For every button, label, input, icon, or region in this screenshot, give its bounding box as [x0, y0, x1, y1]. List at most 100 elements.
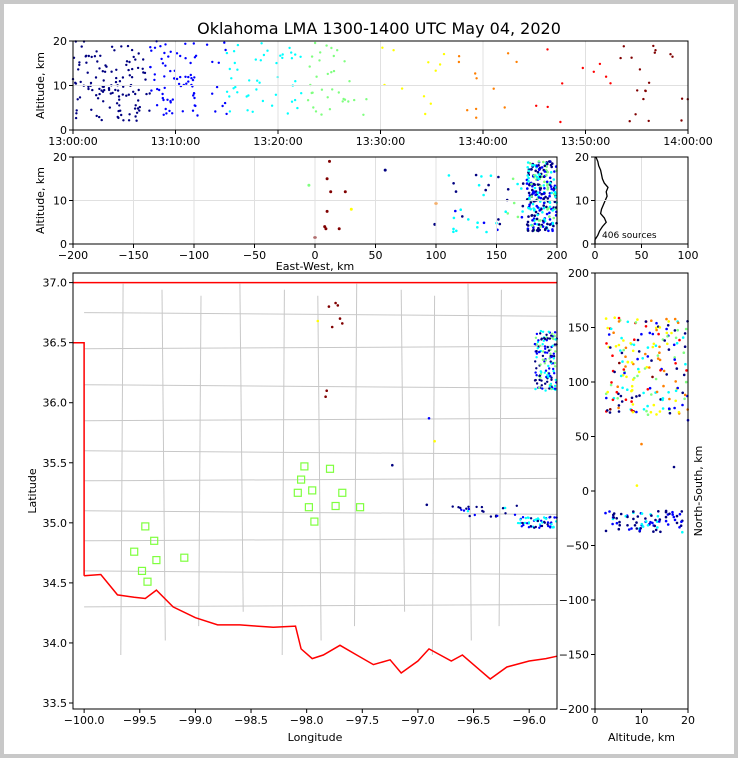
lightning-source-point [609, 327, 613, 331]
lightning-source-point [537, 223, 541, 226]
lightning-source-point [533, 208, 536, 211]
lightning-source-point [665, 317, 668, 321]
lightning-source-point [626, 524, 629, 527]
lightning-source-point [310, 55, 314, 58]
lightning-source-point [547, 229, 550, 233]
lightning-source-point [546, 197, 550, 200]
lightning-source-point [533, 183, 536, 186]
lightning-source-point [184, 42, 187, 45]
county-line [161, 289, 166, 641]
lightning-source-point [541, 343, 544, 346]
lightning-source-point [452, 216, 456, 220]
lightning-source-point [553, 387, 557, 390]
lightning-source-point [533, 222, 537, 226]
y-axis-label: Latitude [26, 468, 39, 514]
lightning-source-point [604, 392, 608, 396]
lightning-source-point [466, 109, 469, 112]
lightning-source-point [516, 182, 519, 186]
lightning-source-point [673, 358, 676, 361]
x-tick-label: 13:00:00 [48, 135, 97, 148]
lightning-source-point [548, 194, 551, 198]
lightning-source-point [538, 175, 542, 178]
lightning-source-point [654, 326, 658, 330]
lightning-source-point [143, 71, 147, 75]
lightning-source-point [547, 376, 550, 379]
lightning-source-point [544, 337, 547, 341]
lightning-source-point [626, 360, 630, 364]
lightning-source-point [551, 221, 555, 225]
lightning-source-point [172, 77, 176, 80]
lightning-source-point [620, 400, 624, 403]
lightning-source-point [548, 337, 552, 340]
lightning-source-point [684, 362, 687, 366]
lightning-source-point [654, 528, 658, 532]
lightning-source-point [79, 80, 82, 84]
lightning-source-point [622, 368, 626, 371]
lightning-source-point [606, 409, 609, 412]
lightning-source-point [681, 403, 684, 407]
lightning-source-point [544, 359, 548, 362]
lightning-source-point [320, 88, 324, 91]
lightning-source-point [609, 408, 612, 411]
x-tick-label: 0 [312, 249, 319, 262]
lightning-source-point [194, 54, 198, 57]
lightning-source-point [455, 229, 458, 233]
lightning-source-point [630, 56, 633, 59]
lightning-source-point [122, 119, 125, 122]
lightning-source-point [683, 397, 686, 401]
lightning-source-point [482, 221, 486, 225]
lightning-source-point [325, 389, 329, 393]
lightning-source-point [115, 102, 119, 105]
lightning-source-point [546, 188, 549, 191]
x-tick-label: −96.0 [512, 714, 546, 727]
county-line [354, 283, 358, 627]
lightning-source-point [633, 524, 637, 527]
lightning-source-point [534, 387, 537, 391]
lightning-source-point [527, 179, 530, 183]
lightning-source-point [527, 206, 531, 210]
lightning-source-point [539, 329, 543, 333]
lightning-source-point [543, 371, 546, 374]
lightning-source-point [592, 70, 595, 74]
lightning-source-point [513, 513, 517, 516]
lightning-source-point [132, 55, 135, 59]
lightning-source-point [520, 187, 523, 190]
lightning-source-point [100, 118, 103, 122]
lightning-source-point [128, 60, 131, 64]
lightning-source-point [537, 160, 541, 163]
lightning-source-point [530, 214, 534, 217]
lightning-source-point [337, 91, 340, 94]
lightning-source-point [78, 96, 82, 99]
lma-figure: Oklahoma LMA 1300-1400 UTC May 04, 2020 … [26, 19, 713, 744]
lightning-source-point [162, 113, 165, 117]
lightning-source-point [153, 78, 156, 82]
lightning-source-point [539, 184, 542, 188]
lightning-source-point [462, 509, 466, 512]
lightning-source-point [520, 525, 523, 528]
lightning-source-point [102, 100, 105, 103]
lightning-source-point [547, 330, 550, 333]
lightning-source-point [528, 197, 531, 201]
lightning-source-point [136, 107, 140, 110]
lightning-source-point [650, 319, 653, 323]
lightning-source-point [542, 206, 546, 210]
lightning-source-point [531, 202, 535, 206]
lightning-source-point [457, 506, 460, 509]
lightning-source-point [669, 53, 672, 56]
lightning-source-point [547, 364, 550, 368]
lightning-source-point [662, 384, 665, 388]
lightning-source-point [122, 85, 125, 88]
lightning-source-point [550, 523, 553, 526]
lightning-source-point [533, 164, 536, 167]
county-line [84, 345, 558, 350]
lightning-source-point [528, 203, 531, 206]
y-tick-label: 100 [568, 376, 589, 389]
lightning-source-point [633, 338, 636, 342]
lightning-source-point [630, 408, 633, 412]
lightning-source-point [615, 390, 619, 394]
lightning-source-point [142, 58, 145, 61]
lightning-source-point [313, 41, 317, 45]
lightning-source-point [474, 107, 478, 111]
lightning-source-point [548, 201, 552, 204]
county-line [317, 295, 322, 641]
